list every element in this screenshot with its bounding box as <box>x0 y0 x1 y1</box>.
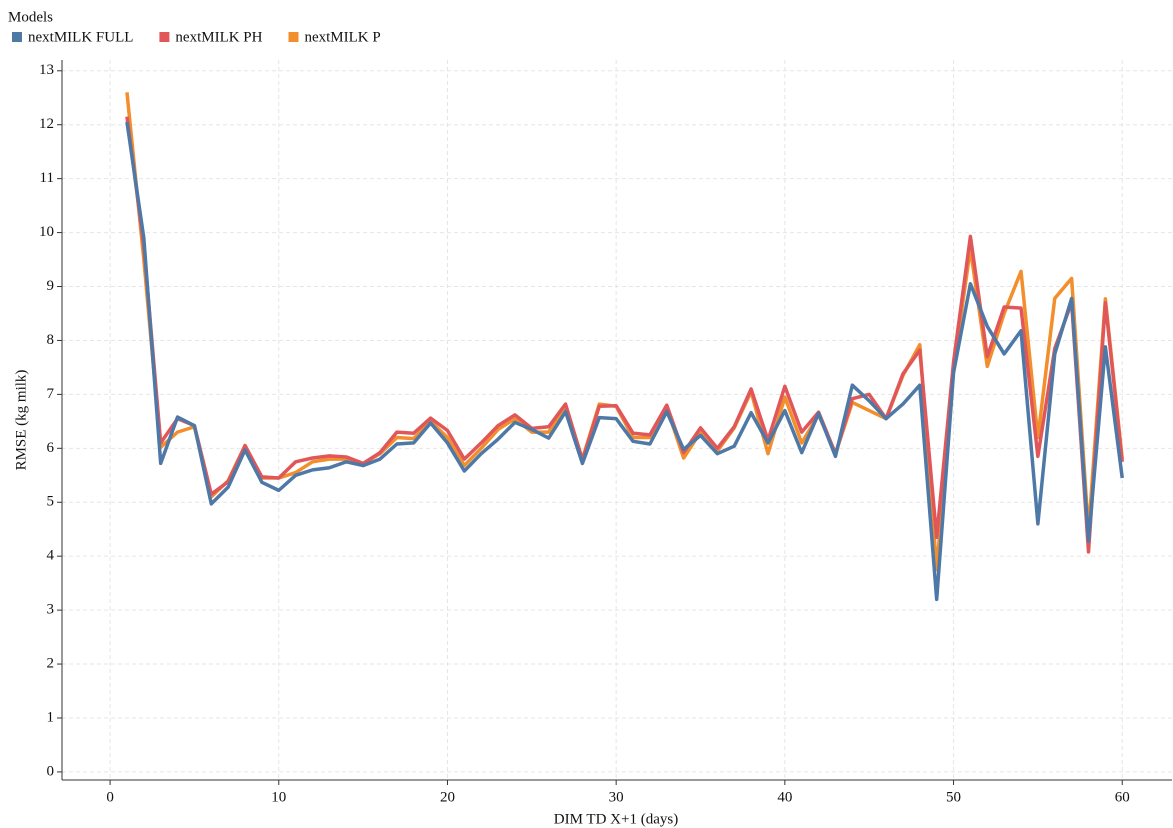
x-tick-label: 30 <box>609 789 624 805</box>
series-line <box>125 121 1124 602</box>
legend-swatch <box>159 32 170 42</box>
y-tick-label: 5 <box>47 494 55 510</box>
legend-title: Models <box>8 9 53 25</box>
y-tick-label: 8 <box>47 332 55 348</box>
x-tick-label: 40 <box>777 789 792 805</box>
y-tick-label: 9 <box>47 278 55 294</box>
y-tick-label: 2 <box>47 655 55 671</box>
y-tick-label: 11 <box>40 170 54 186</box>
y-tick-label: 12 <box>39 116 54 132</box>
x-tick-label: 20 <box>440 789 455 805</box>
y-tick-label: 6 <box>47 440 55 456</box>
legend-label: nextMILK FULL <box>28 29 133 45</box>
series-line <box>125 92 1124 572</box>
y-axis-label: RMSE (kg milk) <box>13 370 29 471</box>
legend-swatch <box>288 32 299 42</box>
legend-label: nextMILK PH <box>175 29 262 45</box>
y-tick-label: 0 <box>47 763 55 779</box>
y-tick-label: 10 <box>39 224 54 240</box>
x-tick-label: 10 <box>271 789 286 805</box>
x-axis-label: DIM TD X+1 (days) <box>554 811 678 827</box>
y-tick-label: 4 <box>47 548 55 564</box>
legend-label: nextMILK P <box>304 29 380 45</box>
y-tick-label: 1 <box>47 709 55 725</box>
y-tick-label: 13 <box>39 62 54 78</box>
y-tick-label: 3 <box>47 602 55 618</box>
x-tick-label: 50 <box>946 789 961 805</box>
x-tick-label: 60 <box>1115 789 1130 805</box>
x-tick-label: 0 <box>106 789 114 805</box>
y-tick-label: 7 <box>47 386 55 402</box>
legend-swatch <box>12 32 22 42</box>
series-line <box>125 116 1124 554</box>
